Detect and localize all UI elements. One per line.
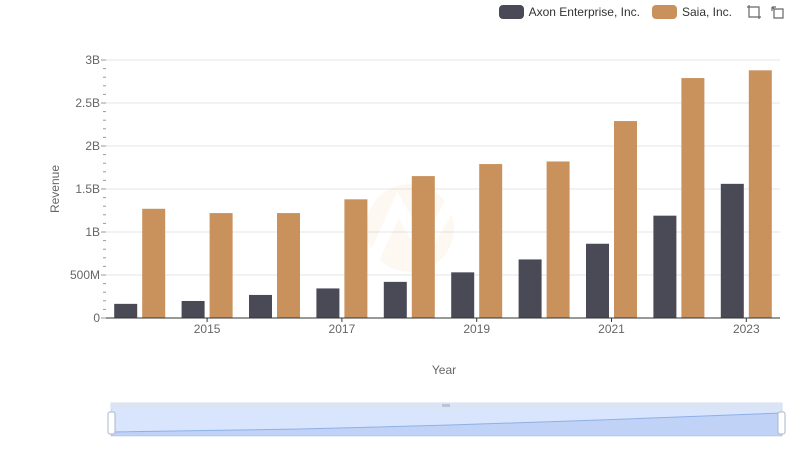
x-tick-label: 2023 (733, 322, 760, 336)
y-tick-label: 500M (70, 268, 100, 282)
data-zoom-right-handle[interactable] (777, 411, 786, 435)
bar-saia-2018[interactable] (411, 176, 435, 318)
bar-axon-2022[interactable] (653, 215, 677, 318)
data-zoom-preview-line (110, 412, 783, 433)
x-tick-label: 2021 (598, 322, 625, 336)
bar-axon-2021[interactable] (586, 243, 609, 318)
bar-saia-2023[interactable] (748, 70, 772, 318)
bar-axon-2014[interactable] (114, 303, 138, 318)
bar-saia-2015[interactable] (209, 213, 233, 318)
y-axis-label: Revenue (48, 165, 62, 213)
bar-axon-2020[interactable] (518, 259, 542, 318)
axes: 0 500M 1B 1.5B 2B 2.5B 3B 2015 2017 2019 2021 2023 (70, 53, 780, 336)
y-tick-label: 2B (85, 139, 100, 153)
y-tick-label: 1.5B (75, 182, 100, 196)
data-zoom-preview-area (111, 413, 782, 436)
zoom-icon[interactable] (746, 4, 762, 20)
x-axis-label: Year (432, 363, 456, 377)
data-zoom-window[interactable] (111, 409, 782, 436)
data-zoom-move-grip[interactable] (442, 404, 450, 407)
x-tick-label: 2019 (463, 322, 490, 336)
bar-axon-2018[interactable] (383, 281, 407, 318)
bar-axon-2019[interactable] (451, 272, 475, 318)
y-tick-label: 0 (93, 311, 100, 325)
legend-label-saia: Saia, Inc. (681, 5, 732, 19)
legend-item-axon[interactable]: Axon Enterprise, Inc. (498, 5, 640, 19)
toolbox (746, 4, 786, 20)
legend-swatch-axon (498, 5, 524, 19)
bar-saia-2014[interactable] (142, 208, 166, 318)
watermark-logo (366, 184, 456, 272)
data-zoom-left-handle[interactable] (107, 411, 116, 435)
bar-saia-2021[interactable] (614, 121, 637, 318)
bar-saia-2020[interactable] (546, 161, 570, 318)
x-tick-label: 2017 (329, 322, 356, 336)
y-tick-label: 2.5B (75, 96, 100, 110)
bar-axon-2023[interactable] (720, 183, 744, 318)
bar-saia-2016[interactable] (277, 213, 300, 318)
y-tick-label: 1B (85, 225, 100, 239)
legend-label-axon: Axon Enterprise, Inc. (528, 5, 640, 19)
bar-axon-2016[interactable] (249, 294, 272, 318)
restore-icon[interactable] (770, 4, 786, 20)
bar-saia-2022[interactable] (681, 78, 705, 318)
y-tick-label: 3B (85, 53, 100, 67)
legend: Axon Enterprise, Inc. Saia, Inc. (498, 4, 786, 20)
bar-saia-2017[interactable] (344, 199, 368, 318)
legend-swatch-saia (651, 5, 677, 19)
bar-axon-2015[interactable] (181, 300, 205, 318)
data-zoom-slider[interactable] (107, 402, 786, 437)
legend-item-saia[interactable]: Saia, Inc. (651, 5, 732, 19)
bar-axon-2017[interactable] (316, 288, 340, 318)
bar-saia-2019[interactable] (479, 164, 503, 318)
bars (114, 70, 772, 318)
x-tick-label: 2015 (194, 322, 221, 336)
